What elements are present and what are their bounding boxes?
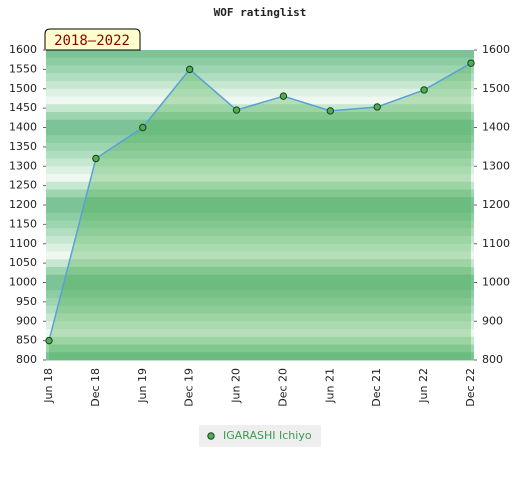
marker (232, 106, 241, 114)
background-band (46, 104, 474, 113)
legend-marker (207, 432, 215, 440)
background-band (46, 220, 474, 229)
y-tick-label: 1200 (9, 198, 37, 211)
y-tick-label: 1150 (9, 217, 37, 230)
background-band (46, 150, 474, 159)
badge: 2018–2022 (44, 28, 141, 51)
legend-label: IGARASHI Ichiyo (223, 429, 312, 442)
background-band (46, 81, 474, 90)
y2-tick-label: 1300 (482, 159, 510, 172)
background-band (46, 174, 474, 183)
background-band (46, 135, 474, 144)
marker (92, 154, 100, 163)
y2-tick-label: 1200 (482, 198, 510, 211)
background-band (46, 57, 474, 66)
marker (326, 107, 335, 115)
y-tick-label: 1100 (9, 237, 37, 250)
background-band (46, 73, 474, 82)
background-band (46, 127, 474, 136)
background-band (46, 181, 474, 190)
background-band (46, 243, 474, 252)
background-band (46, 205, 474, 214)
y-tick-label: 950 (16, 295, 37, 308)
background-band (46, 305, 474, 314)
background-band (46, 329, 474, 338)
background-band (46, 228, 474, 237)
badge-text: 2018–2022 (54, 33, 130, 49)
background-band (46, 65, 474, 74)
background-band (46, 212, 474, 221)
x-tick-label: Dec 19 (183, 368, 196, 407)
background-band (46, 282, 474, 291)
y2-tick-label: 900 (482, 314, 503, 327)
background-band (46, 274, 474, 283)
background-band (46, 321, 474, 330)
background-band (46, 344, 474, 353)
background-band (46, 236, 474, 245)
background-band (46, 189, 474, 198)
x-tick-label: Jun 22 (417, 368, 430, 404)
marker (185, 65, 194, 74)
background-band (46, 267, 474, 276)
y2-tick-label: 1500 (482, 82, 510, 95)
marker (45, 336, 53, 345)
x-tick-label: Jun 19 (136, 368, 149, 404)
x-tick-label: Jun 21 (323, 368, 336, 404)
y2-tick-label: 1600 (482, 43, 510, 56)
background-band (46, 158, 474, 167)
background-band (46, 290, 474, 299)
chart-title: WOF ratinglist (214, 6, 307, 19)
background-band (46, 96, 474, 105)
background-band (46, 336, 474, 345)
line (48, 62, 472, 341)
legend-box (199, 425, 321, 447)
background-band (46, 119, 474, 128)
background-band (46, 50, 474, 59)
y-tick-label: 1300 (9, 159, 37, 172)
area (49, 63, 471, 361)
marker (373, 103, 381, 111)
y-tick-label: 1600 (9, 43, 37, 56)
background-band (46, 197, 474, 206)
badge-box (44, 28, 141, 51)
y-tick-label: 1350 (9, 140, 37, 153)
x-tick-label: Jun 20 (230, 368, 243, 404)
y-tick-label: 1250 (9, 179, 37, 192)
marker (279, 92, 288, 100)
y-tick-label: 1450 (9, 101, 37, 114)
marker (467, 59, 475, 67)
x-tick-label: Dec 22 (464, 368, 477, 407)
background-band (46, 251, 474, 260)
plot (45, 59, 475, 361)
x-tick-label: Dec 18 (89, 368, 102, 407)
y-tick-label: 1000 (9, 276, 37, 289)
y2-tick-label: 1100 (482, 237, 510, 250)
background-band (46, 313, 474, 322)
background-band (46, 352, 474, 361)
y-tick-label: 900 (16, 314, 37, 327)
background-band (46, 298, 474, 307)
y-tick-label: 1550 (9, 62, 37, 75)
background-band (46, 166, 474, 175)
x-tick-label: Jun 18 (42, 368, 55, 404)
y-tick-label: 1500 (9, 82, 37, 95)
background-band (46, 143, 474, 152)
y2-tick-label: 1000 (482, 276, 510, 289)
y-tick-label: 850 (16, 334, 37, 347)
background-band (46, 259, 474, 268)
y-tick-label: 800 (16, 353, 37, 366)
y2-tick-label: 800 (482, 353, 503, 366)
y-tick-label: 1050 (9, 256, 37, 269)
x-tick-label: Dec 20 (276, 368, 289, 407)
y2-tick-label: 1400 (482, 121, 510, 134)
background-band (46, 88, 474, 97)
plot-background (46, 50, 474, 361)
marker (420, 86, 428, 94)
background-band (46, 112, 474, 121)
x-tick-label: Dec 21 (370, 368, 383, 407)
y-tick-label: 1400 (9, 121, 37, 134)
marker (139, 123, 147, 132)
